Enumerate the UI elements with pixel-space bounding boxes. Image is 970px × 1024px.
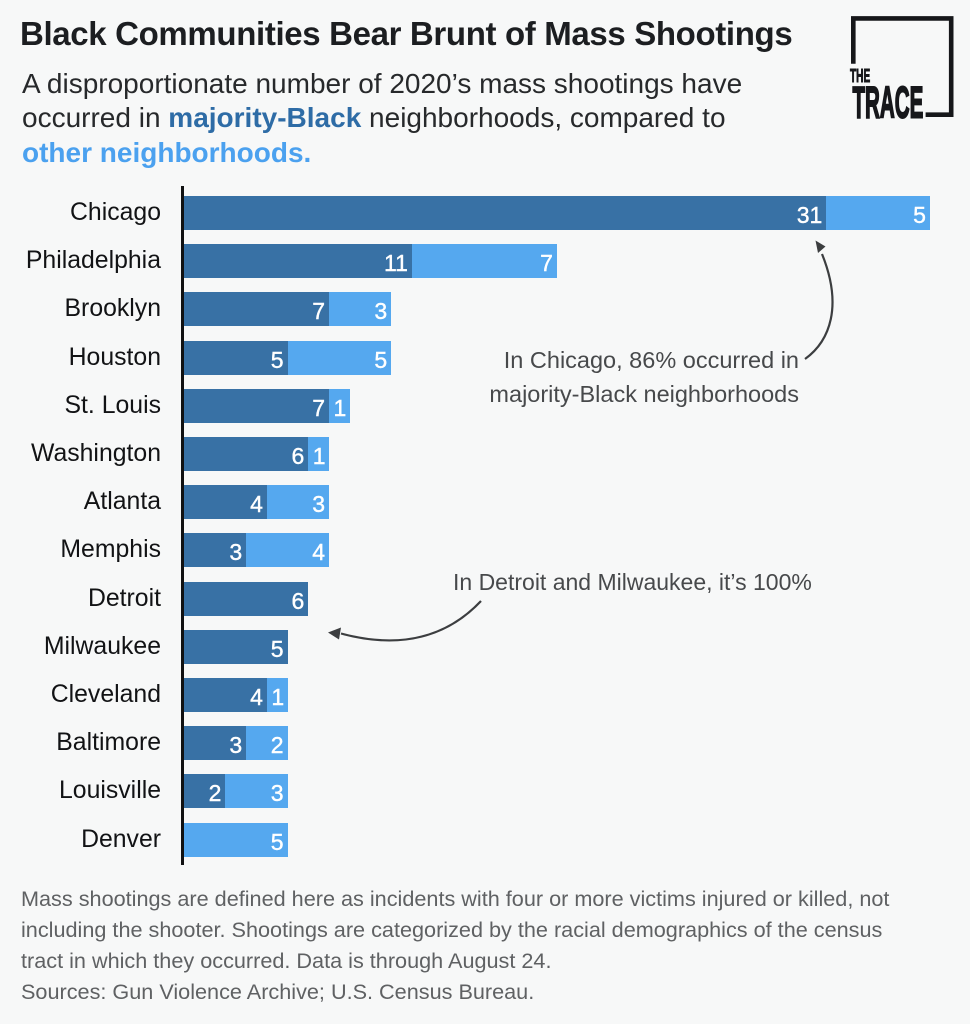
svg-text:TRACE: TRACE <box>853 79 924 128</box>
svg-text:THE: THE <box>850 65 870 86</box>
